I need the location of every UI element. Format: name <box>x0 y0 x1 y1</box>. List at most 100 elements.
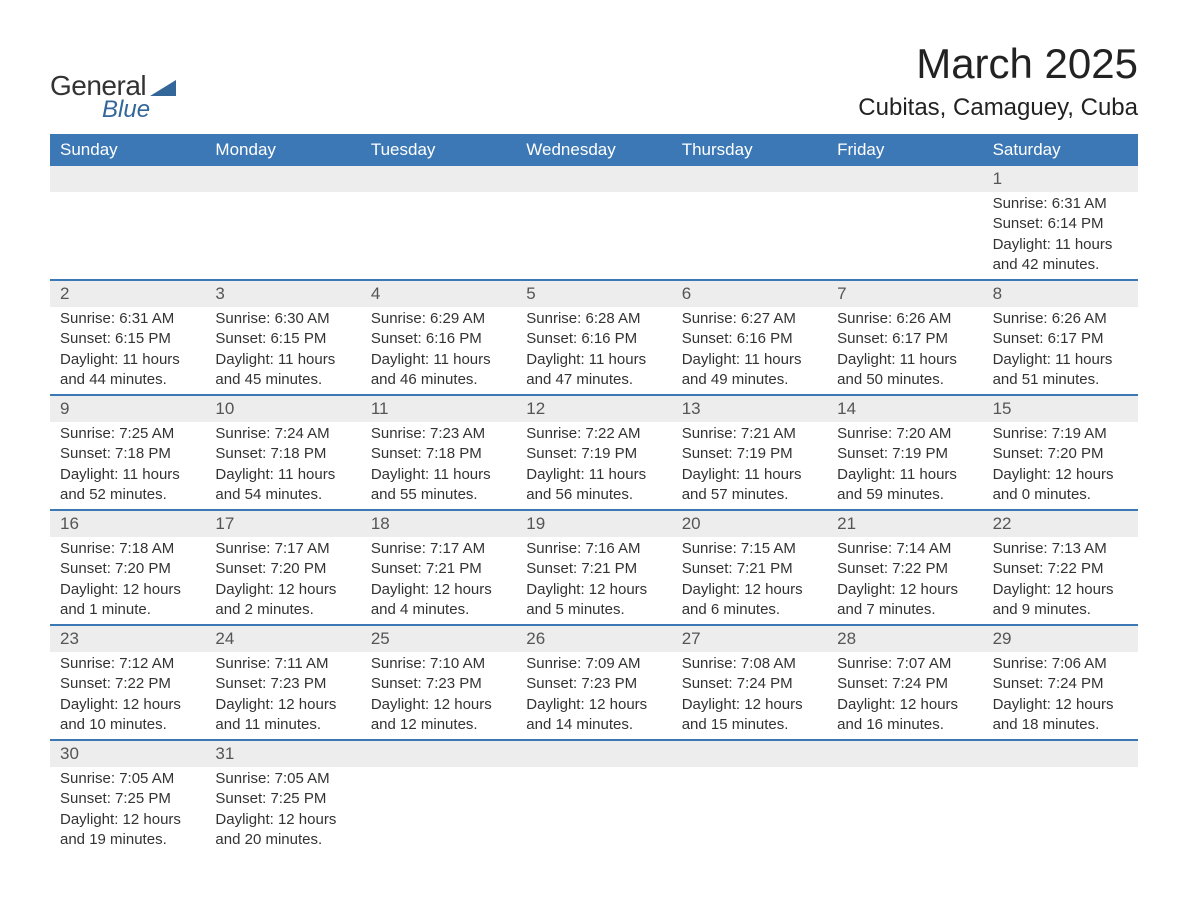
day-cell <box>516 767 671 854</box>
sunset-text: Sunset: 7:21 PM <box>526 559 661 579</box>
logo-text-blue: Blue <box>102 96 176 124</box>
day-num: 5 <box>516 281 671 307</box>
day-cell: Sunrise: 6:28 AMSunset: 6:16 PMDaylight:… <box>516 307 671 394</box>
daylight-text: Daylight: 12 hours <box>215 695 350 715</box>
daylight-text: and 46 minutes. <box>371 370 506 390</box>
sunrise-text: Sunrise: 6:29 AM <box>371 309 506 329</box>
day-cell: Sunrise: 7:21 AMSunset: 7:19 PMDaylight:… <box>672 422 827 509</box>
week-1-details: Sunrise: 6:31 AM Sunset: 6:14 PM Dayligh… <box>50 192 1138 279</box>
sunset-text: Sunset: 6:15 PM <box>60 329 195 349</box>
sunset-text: Sunset: 7:19 PM <box>526 444 661 464</box>
daylight-text: and 2 minutes. <box>215 600 350 620</box>
daylight-text: and 16 minutes. <box>837 715 972 735</box>
sunset-text: Sunset: 7:24 PM <box>993 674 1128 694</box>
sunset-text: Sunset: 7:25 PM <box>60 789 195 809</box>
day-num: 15 <box>983 396 1138 422</box>
sunset-text: Sunset: 6:14 PM <box>993 214 1128 234</box>
daylight-text: and 18 minutes. <box>993 715 1128 735</box>
sunset-text: Sunset: 6:16 PM <box>682 329 817 349</box>
daylight-text: and 4 minutes. <box>371 600 506 620</box>
day-num: 22 <box>983 511 1138 537</box>
daylight-text: Daylight: 12 hours <box>215 580 350 600</box>
day-cell <box>827 767 982 854</box>
daylight-text: and 14 minutes. <box>526 715 661 735</box>
day-num: 1 <box>983 166 1138 192</box>
day-cell: Sunrise: 7:07 AMSunset: 7:24 PMDaylight:… <box>827 652 982 739</box>
daylight-text: Daylight: 11 hours <box>60 350 195 370</box>
daylight-text: Daylight: 11 hours <box>371 350 506 370</box>
daylight-text: Daylight: 11 hours <box>371 465 506 485</box>
day-num <box>516 166 671 192</box>
day-num <box>672 741 827 767</box>
daylight-text: and 11 minutes. <box>215 715 350 735</box>
sunrise-text: Sunrise: 7:15 AM <box>682 539 817 559</box>
daylight-text: Daylight: 12 hours <box>993 695 1128 715</box>
day-cell: Sunrise: 7:05 AMSunset: 7:25 PMDaylight:… <box>50 767 205 854</box>
calendar-day-header: Sunday Monday Tuesday Wednesday Thursday… <box>50 134 1138 166</box>
week-3-details: Sunrise: 7:25 AMSunset: 7:18 PMDaylight:… <box>50 422 1138 509</box>
daylight-text: and 44 minutes. <box>60 370 195 390</box>
day-num <box>672 166 827 192</box>
daylight-text: Daylight: 11 hours <box>682 350 817 370</box>
day-num: 8 <box>983 281 1138 307</box>
daylight-text: and 12 minutes. <box>371 715 506 735</box>
day-cell: Sunrise: 7:09 AMSunset: 7:23 PMDaylight:… <box>516 652 671 739</box>
daylight-text: and 50 minutes. <box>837 370 972 390</box>
day-cell: Sunrise: 7:23 AMSunset: 7:18 PMDaylight:… <box>361 422 516 509</box>
sunrise-text: Sunrise: 7:16 AM <box>526 539 661 559</box>
week-3-nums: 9 10 11 12 13 14 15 <box>50 394 1138 422</box>
sunset-text: Sunset: 7:23 PM <box>371 674 506 694</box>
sunrise-text: Sunrise: 7:24 AM <box>215 424 350 444</box>
daylight-text: and 55 minutes. <box>371 485 506 505</box>
day-cell: Sunrise: 6:31 AM Sunset: 6:14 PM Dayligh… <box>983 192 1138 279</box>
sunset-text: Sunset: 7:25 PM <box>215 789 350 809</box>
daylight-text: and 9 minutes. <box>993 600 1128 620</box>
day-num <box>361 166 516 192</box>
daylight-text: Daylight: 12 hours <box>993 465 1128 485</box>
day-header-wednesday: Wednesday <box>516 134 671 166</box>
week-6-details: Sunrise: 7:05 AMSunset: 7:25 PMDaylight:… <box>50 767 1138 854</box>
day-num: 18 <box>361 511 516 537</box>
day-cell <box>50 192 205 279</box>
sunset-text: Sunset: 7:20 PM <box>993 444 1128 464</box>
day-num <box>50 166 205 192</box>
day-cell: Sunrise: 6:26 AMSunset: 6:17 PMDaylight:… <box>827 307 982 394</box>
sunrise-text: Sunrise: 7:25 AM <box>60 424 195 444</box>
day-cell: Sunrise: 7:16 AMSunset: 7:21 PMDaylight:… <box>516 537 671 624</box>
sunrise-text: Sunrise: 7:20 AM <box>837 424 972 444</box>
day-cell <box>672 192 827 279</box>
week-2-nums: 2 3 4 5 6 7 8 <box>50 279 1138 307</box>
week-5-details: Sunrise: 7:12 AMSunset: 7:22 PMDaylight:… <box>50 652 1138 739</box>
day-cell: Sunrise: 6:26 AMSunset: 6:17 PMDaylight:… <box>983 307 1138 394</box>
sunset-text: Sunset: 7:24 PM <box>682 674 817 694</box>
daylight-text: and 49 minutes. <box>682 370 817 390</box>
day-num: 20 <box>672 511 827 537</box>
sunrise-text: Sunrise: 6:30 AM <box>215 309 350 329</box>
daylight-text: Daylight: 12 hours <box>526 695 661 715</box>
week-1-nums: 1 <box>50 166 1138 192</box>
day-num: 25 <box>361 626 516 652</box>
day-num: 27 <box>672 626 827 652</box>
day-num: 26 <box>516 626 671 652</box>
month-title: March 2025 <box>858 40 1138 88</box>
location-label: Cubitas, Camaguey, Cuba <box>858 94 1138 122</box>
day-cell: Sunrise: 7:18 AMSunset: 7:20 PMDaylight:… <box>50 537 205 624</box>
sunset-text: Sunset: 7:18 PM <box>371 444 506 464</box>
daylight-text: and 5 minutes. <box>526 600 661 620</box>
day-num: 12 <box>516 396 671 422</box>
day-cell: Sunrise: 6:27 AMSunset: 6:16 PMDaylight:… <box>672 307 827 394</box>
daylight-text: Daylight: 12 hours <box>682 695 817 715</box>
day-num: 7 <box>827 281 982 307</box>
sunrise-text: Sunrise: 7:14 AM <box>837 539 972 559</box>
day-cell: Sunrise: 6:31 AMSunset: 6:15 PMDaylight:… <box>50 307 205 394</box>
day-num: 2 <box>50 281 205 307</box>
day-num <box>516 741 671 767</box>
sunset-text: Sunset: 7:23 PM <box>215 674 350 694</box>
sunrise-text: Sunrise: 6:28 AM <box>526 309 661 329</box>
day-cell <box>361 192 516 279</box>
day-num: 9 <box>50 396 205 422</box>
day-num: 23 <box>50 626 205 652</box>
sunset-text: Sunset: 7:21 PM <box>371 559 506 579</box>
sunrise-text: Sunrise: 6:26 AM <box>837 309 972 329</box>
logo-triangle-icon <box>150 76 176 96</box>
